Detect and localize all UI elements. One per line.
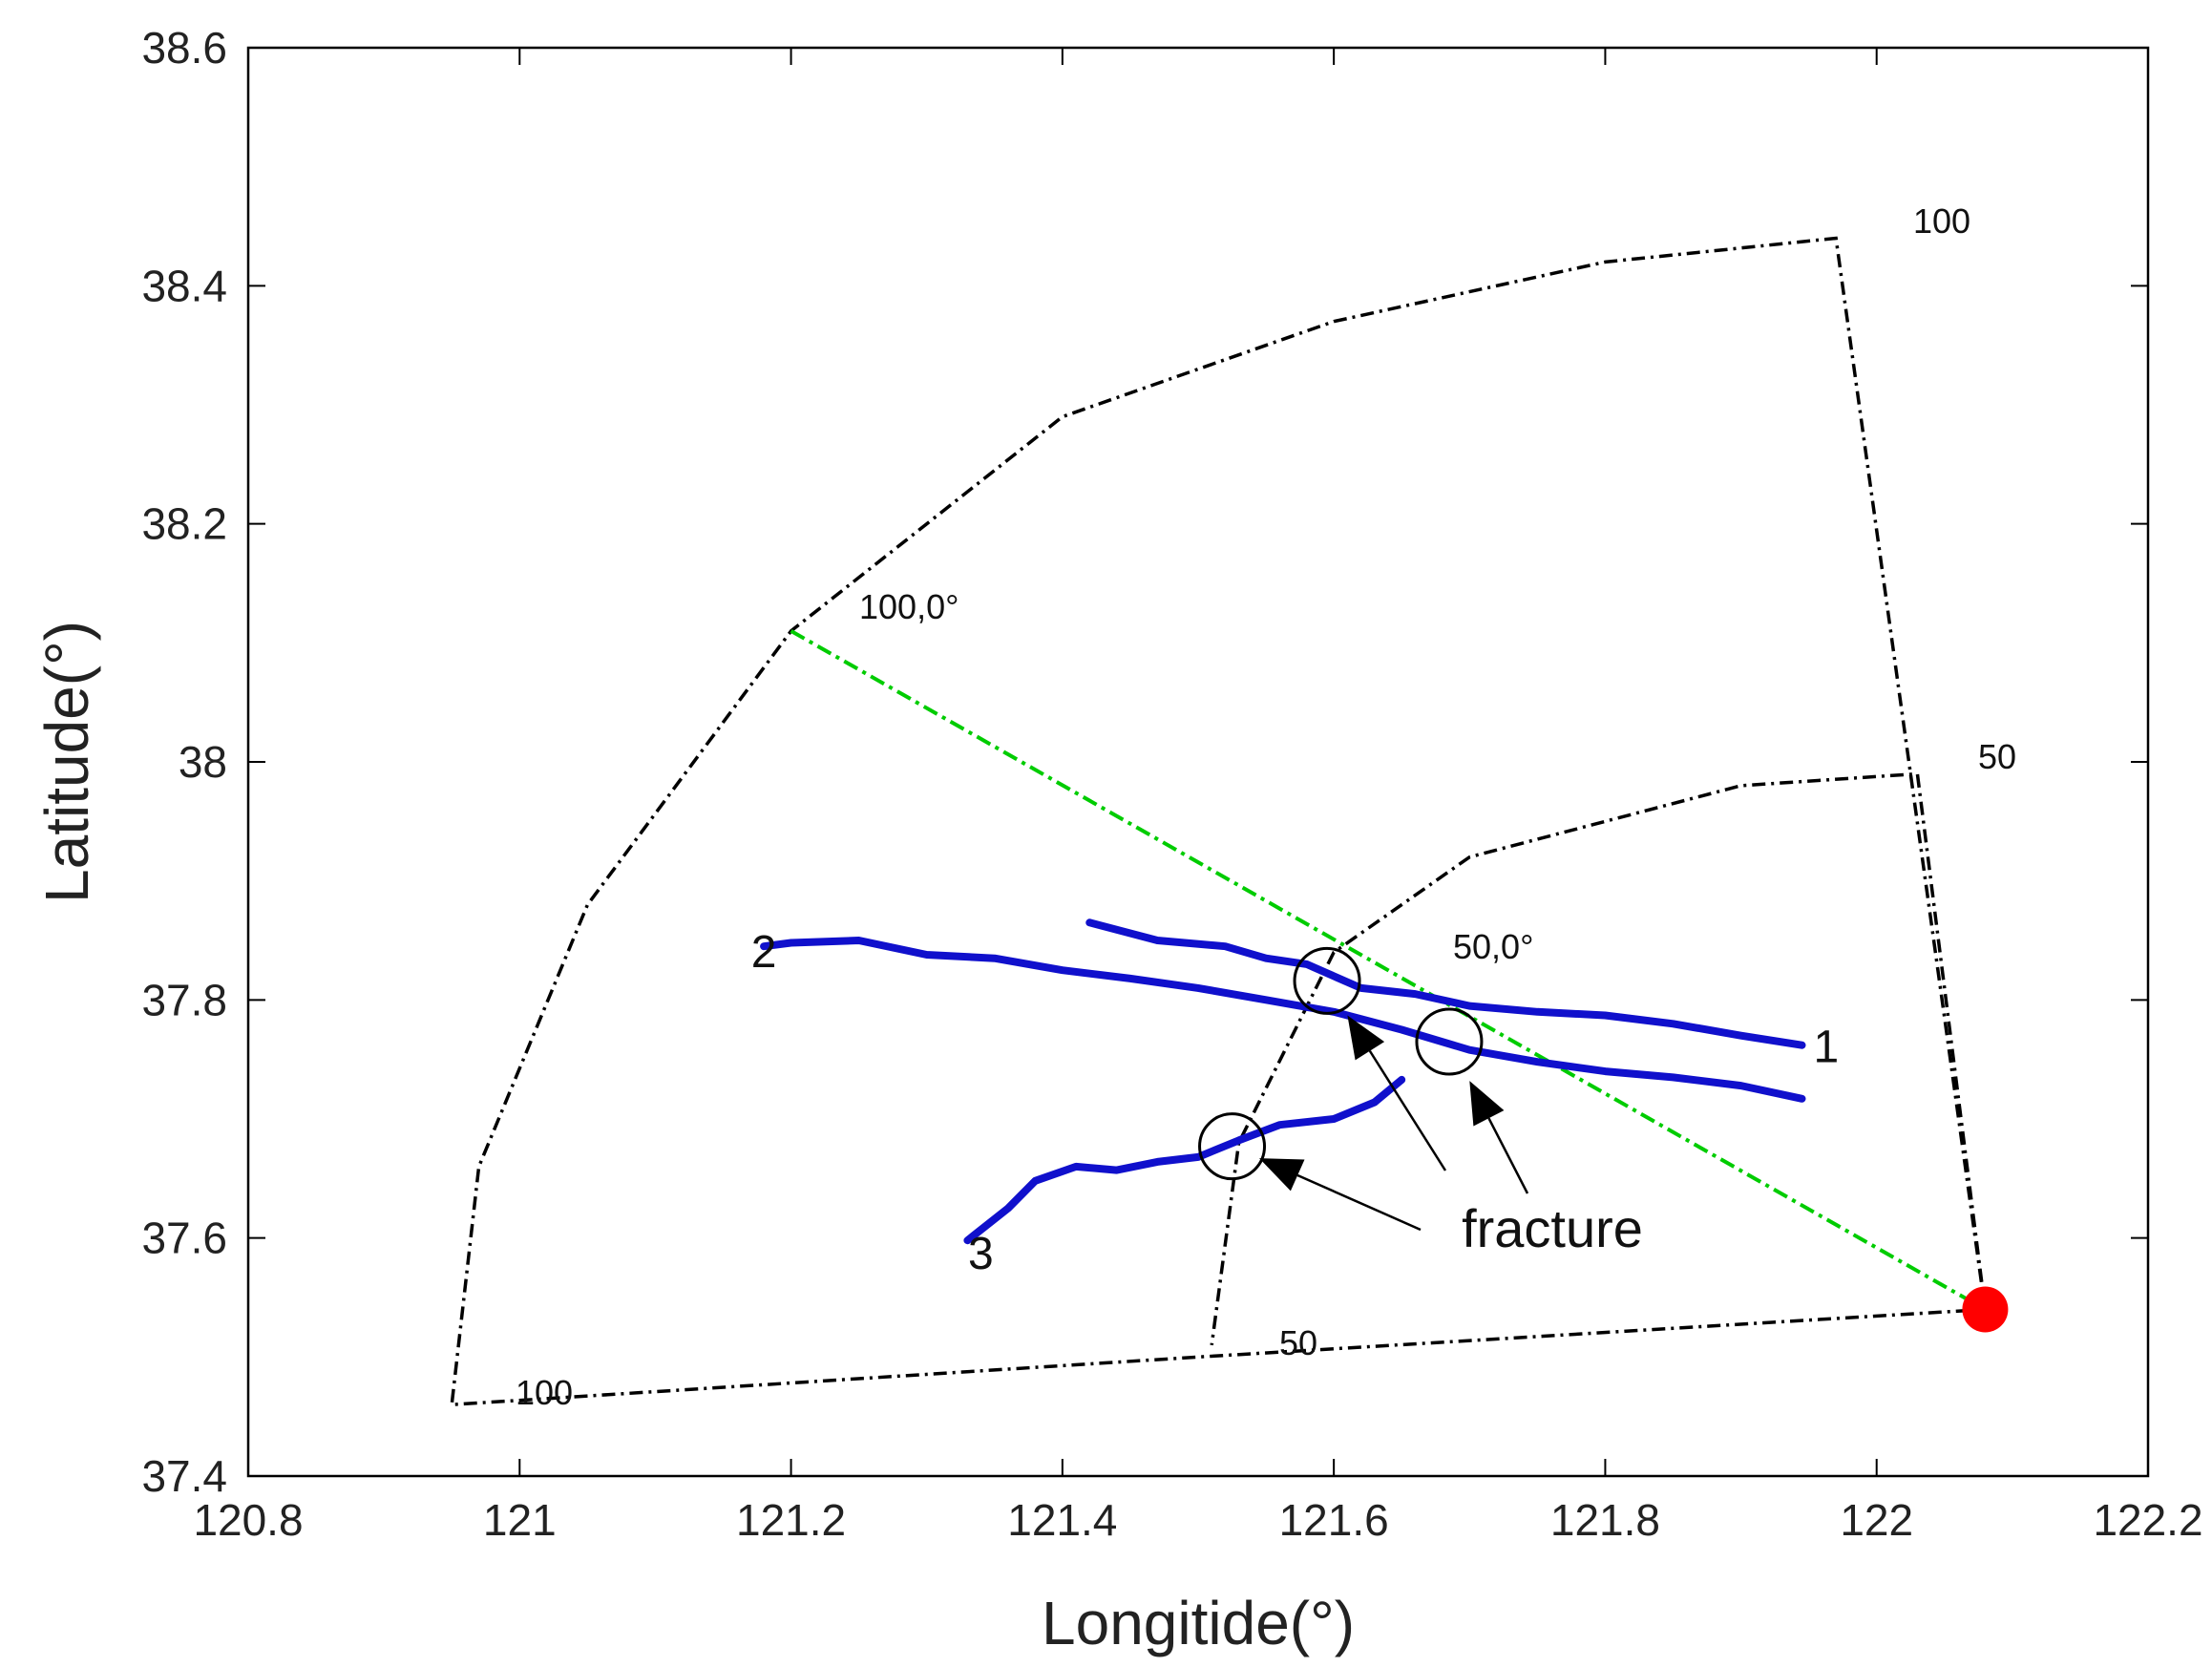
track-1 <box>1085 918 1806 1049</box>
y-tick-label: 38.4 <box>141 261 227 310</box>
x-tick-label: 121 <box>483 1495 557 1545</box>
outer-arc-label: 100,0° <box>859 587 959 626</box>
track-2 <box>760 937 1806 1103</box>
x-tick-label: 120.8 <box>193 1495 303 1545</box>
y-tick-label: 37.4 <box>141 1451 227 1501</box>
y-tick-label: 38 <box>179 737 227 787</box>
track-label-1: 1 <box>1814 1023 1840 1073</box>
fracture-arrowhead-3 <box>1259 1158 1305 1192</box>
y-axis-title: Latitude(°) <box>32 621 101 903</box>
tracks <box>760 918 1806 1245</box>
plot-area <box>246 46 2150 1478</box>
fracture-arrow-2 <box>1487 1117 1529 1194</box>
fracture-circle-2 <box>1415 1007 1484 1076</box>
fracture-arrowhead-1 <box>1347 1015 1385 1061</box>
outer-range-label: 100 <box>1913 201 1970 241</box>
radar-marker <box>1962 1286 2009 1333</box>
fracture-circle-3 <box>1198 1112 1267 1181</box>
fracture-label: fracture <box>1462 1198 1643 1258</box>
fracture-circle-1 <box>1293 946 1361 1015</box>
annotation-labels: 1 2 3 100 50 100,0° 50,0° 100 50 fracture <box>516 201 2016 1412</box>
fracture-arrow-1 <box>1368 1050 1447 1171</box>
x-tick-label: 121.6 <box>1279 1495 1389 1545</box>
x-tick-label: 121.4 <box>1007 1495 1117 1545</box>
inner-range-label: 50 <box>1978 737 2016 776</box>
x-tick-label: 122 <box>1840 1495 1913 1545</box>
fracture-marks <box>1198 946 2009 1333</box>
y-tick-label: 38.2 <box>141 499 227 549</box>
track-3 <box>963 1075 1406 1245</box>
y-tick-label: 38.6 <box>141 23 227 73</box>
x-tick-label: 122.2 <box>2093 1495 2202 1545</box>
bottom-inner-label: 50 <box>1279 1323 1317 1362</box>
bottom-outer-label: 100 <box>516 1373 573 1412</box>
x-axis-title: Longitide(°) <box>1042 1589 1355 1657</box>
track-label-3: 3 <box>968 1229 994 1279</box>
fracture-arrowhead-2 <box>1469 1081 1505 1127</box>
fracture-arrow-3 <box>1296 1173 1422 1232</box>
axis-ticks: 120.8 121 121.2 121.4 121.6 121.8 122 122.2 37.4… <box>141 23 2202 1545</box>
x-tick-label: 121.8 <box>1550 1495 1660 1545</box>
track-label-2: 2 <box>751 927 777 978</box>
y-tick-label: 37.8 <box>141 975 227 1024</box>
y-tick-label: 37.6 <box>141 1213 227 1263</box>
inner-arc-label: 50,0° <box>1453 927 1533 966</box>
x-tick-label: 121.2 <box>736 1495 846 1545</box>
beam-line <box>790 629 1987 1312</box>
